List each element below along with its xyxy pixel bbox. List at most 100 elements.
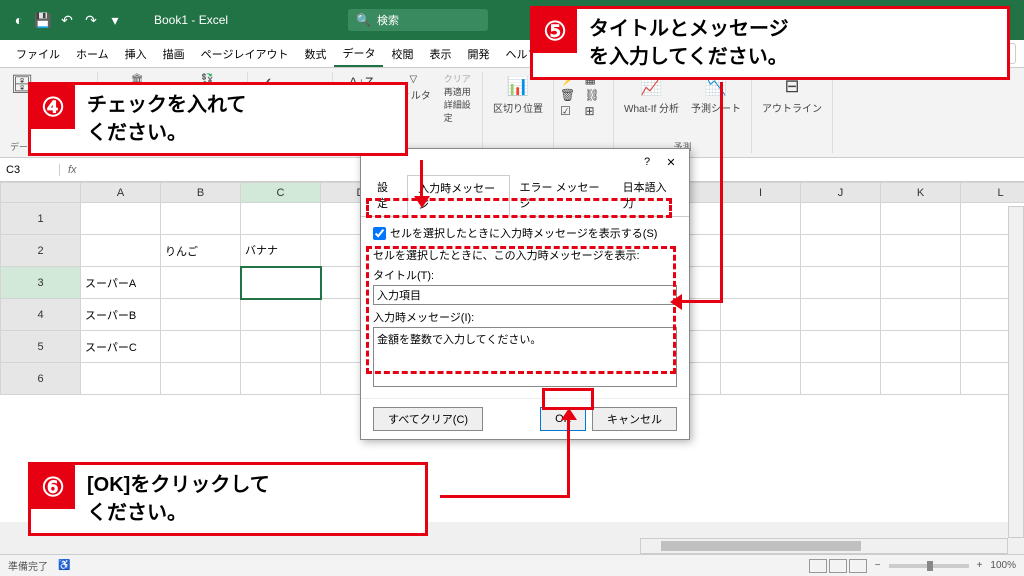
arrow-4-line (420, 160, 423, 200)
collapse-ribbon-icon[interactable]: ⌄ (1004, 72, 1020, 153)
dialog-tab-error-message[interactable]: エラー メッセージ (510, 175, 613, 216)
search-placeholder: 検索 (377, 12, 399, 28)
tab-data[interactable]: データ (334, 40, 383, 67)
page-layout-button[interactable] (829, 559, 847, 573)
row-header[interactable]: 6 (1, 363, 81, 395)
cell[interactable]: スーパーB (81, 299, 161, 331)
advanced-filter[interactable]: 詳細設定 (444, 98, 476, 124)
save-icon[interactable]: 💾 (34, 11, 52, 29)
col-header[interactable]: B (161, 183, 241, 203)
relations-icon[interactable]: ⛓ (585, 88, 608, 102)
row-header[interactable]: 3 (1, 267, 81, 299)
page-break-button[interactable] (849, 559, 867, 573)
status-ready: 準備完了 (8, 558, 48, 573)
row-header[interactable]: 1 (1, 203, 81, 235)
quick-access-toolbar: ◐ 💾 ↶ ↷ ▾ (10, 11, 124, 29)
status-bar: 準備完了 ♿ − + 100% (0, 554, 1024, 576)
horizontal-scrollbar[interactable] (640, 538, 1008, 554)
arrow-5-line-h (680, 300, 723, 303)
tab-draw[interactable]: 描画 (155, 40, 193, 67)
message-field-label: 入力時メッセージ(I): (373, 309, 677, 325)
dialog-tab-ime[interactable]: 日本語入力 (613, 175, 683, 216)
zoom-thumb[interactable] (927, 561, 933, 571)
message-textarea[interactable] (373, 327, 677, 387)
callout-4: ④ チェックを入れて ください。 (28, 82, 408, 156)
cell[interactable]: スーパーC (81, 331, 161, 363)
reapply-filter[interactable]: 再適用 (444, 85, 476, 98)
zoom-slider[interactable] (889, 564, 969, 568)
tab-layout[interactable]: ページレイアウト (193, 40, 297, 67)
callout-text-5: タイトルとメッセージ を入力してください。 (577, 9, 801, 77)
callout-number-6: ⑥ (31, 465, 75, 509)
whatif-label: What-If 分析 (624, 100, 679, 115)
tab-home[interactable]: ホーム (68, 40, 117, 67)
vertical-scrollbar[interactable] (1008, 206, 1024, 538)
tab-dev[interactable]: 開発 (459, 40, 497, 67)
autosave-icon[interactable]: ◐ (10, 11, 28, 29)
col-header[interactable]: J (801, 183, 881, 203)
undo-icon[interactable]: ↶ (58, 11, 76, 29)
dialog-description: セルを選択したときに、この入力時メッセージを表示: (373, 247, 677, 263)
callout-text-4: チェックを入れて ください。 (75, 85, 258, 153)
active-cell[interactable] (241, 267, 321, 299)
col-header[interactable]: K (881, 183, 961, 203)
outline-label: アウトライン (762, 100, 822, 115)
tab-review[interactable]: 校閲 (383, 40, 421, 67)
arrow-5-line-v (720, 82, 723, 302)
callout-number-5: ⑤ (533, 9, 577, 53)
title-input[interactable] (373, 285, 677, 305)
col-header[interactable]: L (961, 183, 1024, 203)
arrow-5-head (670, 294, 682, 310)
dialog-titlebar: ? ✕ (361, 149, 689, 175)
zoom-in-button[interactable]: + (977, 560, 983, 571)
clear-filter[interactable]: クリア (444, 72, 476, 85)
cell[interactable]: バナナ (241, 235, 321, 267)
callout-5: ⑤ タイトルとメッセージ を入力してください。 (530, 6, 1010, 80)
ribbon-group-outline: ⊟アウトライン (752, 72, 833, 153)
search-icon: 🔍 (356, 13, 371, 27)
show-message-label: セルを選択したときに入力時メッセージを表示する(S) (390, 225, 657, 241)
col-header[interactable]: I (721, 183, 801, 203)
callout-text-6: [OK]をクリックして ください。 (75, 465, 282, 533)
col-header[interactable]: A (81, 183, 161, 203)
workbook-title: Book1 - Excel (154, 13, 228, 27)
forecast-label: 予測シート (691, 100, 741, 115)
tab-insert[interactable]: 挿入 (117, 40, 155, 67)
tab-view[interactable]: 表示 (421, 40, 459, 67)
tab-file[interactable]: ファイル (8, 40, 68, 67)
arrow-6-line-h (440, 495, 570, 498)
redo-icon[interactable]: ↷ (82, 11, 100, 29)
accessibility-icon[interactable]: ♿ (58, 560, 70, 571)
ribbon-group-text-to-columns: 📊区切り位置 (483, 72, 554, 153)
view-buttons (809, 559, 867, 573)
select-all-corner[interactable] (1, 183, 81, 203)
normal-view-button[interactable] (809, 559, 827, 573)
validation-dd-icon[interactable]: ☑ (560, 104, 583, 118)
scroll-thumb[interactable] (661, 541, 861, 551)
remove-dup-icon[interactable]: 🗑 (560, 88, 583, 102)
cell[interactable]: スーパーA (81, 267, 161, 299)
row-header[interactable]: 4 (1, 299, 81, 331)
name-box[interactable]: C3 (0, 164, 60, 176)
search-box[interactable]: 🔍 検索 (348, 9, 488, 31)
tab-formulas[interactable]: 数式 (296, 40, 334, 67)
dialog-help-icon[interactable]: ? (637, 156, 657, 168)
manage-model-icon[interactable]: ⊞ (585, 104, 608, 118)
zoom-out-button[interactable]: − (875, 560, 881, 571)
row-header[interactable]: 5 (1, 331, 81, 363)
arrow-6-line-v (567, 418, 570, 498)
qat-dropdown-icon[interactable]: ▾ (106, 11, 124, 29)
row-header[interactable]: 2 (1, 235, 81, 267)
cell[interactable]: りんご (161, 235, 241, 267)
dialog-body: セルを選択したときに入力時メッセージを表示する(S) セルを選択したときに、この… (361, 217, 689, 398)
fx-icon[interactable]: fx (60, 164, 85, 176)
ribbon-group-tools: ⚡ ▦ 🗑 ⛓ ☑ ⊞ (554, 72, 614, 153)
dialog-tab-settings[interactable]: 設定 (367, 175, 407, 216)
dialog-close-icon[interactable]: ✕ (661, 156, 681, 169)
clear-all-button[interactable]: すべてクリア(C) (373, 407, 483, 431)
show-message-checkbox[interactable] (373, 227, 386, 240)
callout-number-4: ④ (31, 85, 75, 129)
col-header[interactable]: C (241, 183, 321, 203)
zoom-level[interactable]: 100% (990, 560, 1016, 571)
cancel-button[interactable]: キャンセル (592, 407, 677, 431)
